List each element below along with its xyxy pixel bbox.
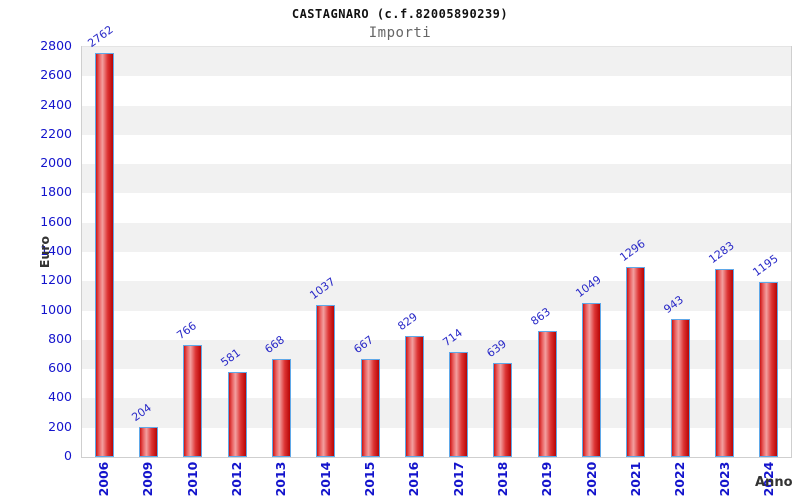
bar-2014: [316, 305, 336, 457]
y-tick-label: 2800: [40, 38, 72, 53]
bar-2012: [227, 371, 247, 457]
bar-2009: [138, 427, 158, 457]
x-tick-label-2012: 2012: [228, 461, 244, 497]
bar-2018: [493, 363, 513, 457]
bar-2010: [183, 344, 203, 457]
y-tick-label: 600: [48, 360, 72, 376]
chart-subtitle: Importi: [368, 25, 432, 41]
bar-2013: [271, 359, 291, 457]
y-tick-label: 1000: [40, 301, 72, 317]
plot-band: [82, 193, 791, 223]
plot-band: [82, 76, 791, 106]
y-tick-label: 200: [48, 418, 72, 434]
y-tick-label: 400: [48, 389, 72, 405]
y-tick-label: 1600: [40, 213, 72, 229]
bar-2023: [715, 269, 735, 457]
gridline: [82, 46, 791, 47]
x-tick-label-2016: 2016: [405, 461, 421, 497]
chart-title: CASTAGNARO (c.f.82005890239): [291, 7, 509, 21]
x-tick-label-2013: 2013: [272, 461, 288, 497]
x-tick-label-2010: 2010: [184, 461, 200, 497]
plot-band: [82, 105, 791, 135]
x-tick-label-2020: 2020: [583, 461, 599, 497]
y-tick-label: 800: [48, 330, 72, 346]
x-tick-label-2009: 2009: [139, 461, 155, 497]
x-tick-label-2022: 2022: [671, 461, 687, 497]
plot-band: [82, 281, 791, 311]
bar-2024: [759, 282, 779, 457]
bar-2016: [404, 335, 424, 457]
bar-2015: [360, 359, 380, 457]
y-tick-label: 2000: [40, 155, 72, 171]
y-tick-label: 2200: [40, 125, 72, 141]
plot-area: 2762 204 766 581 668 1037 667 829 714 639 863 1049 1…: [81, 23, 792, 458]
bar-2022: [670, 318, 690, 457]
x-tick-label-2006: 2006: [95, 461, 111, 497]
plot-band: [82, 222, 791, 252]
x-tick-label-2019: 2019: [538, 461, 554, 497]
y-tick-label: 2600: [40, 67, 72, 83]
x-axis-title: Anno: [755, 475, 793, 490]
plot-band: [82, 252, 791, 282]
y-tick-label: 1800: [40, 184, 72, 200]
y-tick-label: 0: [64, 448, 72, 463]
bar-2017: [449, 352, 469, 457]
plot-band: [82, 134, 791, 165]
plot-band: [82, 164, 791, 194]
y-axis-title: Euro: [36, 235, 52, 269]
x-tick-label-2017: 2017: [450, 461, 466, 497]
plot-band: [82, 47, 791, 77]
x-tick-label-2015: 2015: [361, 461, 377, 497]
x-tick-label-2023: 2023: [716, 461, 732, 497]
x-tick-label-2018: 2018: [494, 461, 510, 497]
x-tick-label-2021: 2021: [627, 461, 643, 497]
bar-2019: [537, 330, 557, 457]
bar-2020: [582, 303, 602, 457]
y-tick-label: 1400: [40, 243, 72, 258]
y-tick-label: 1200: [40, 272, 72, 288]
x-tick-label-2014: 2014: [317, 461, 333, 497]
bar-2021: [626, 267, 646, 457]
bar-2006: [94, 52, 114, 457]
y-tick-label: 2400: [40, 96, 72, 112]
